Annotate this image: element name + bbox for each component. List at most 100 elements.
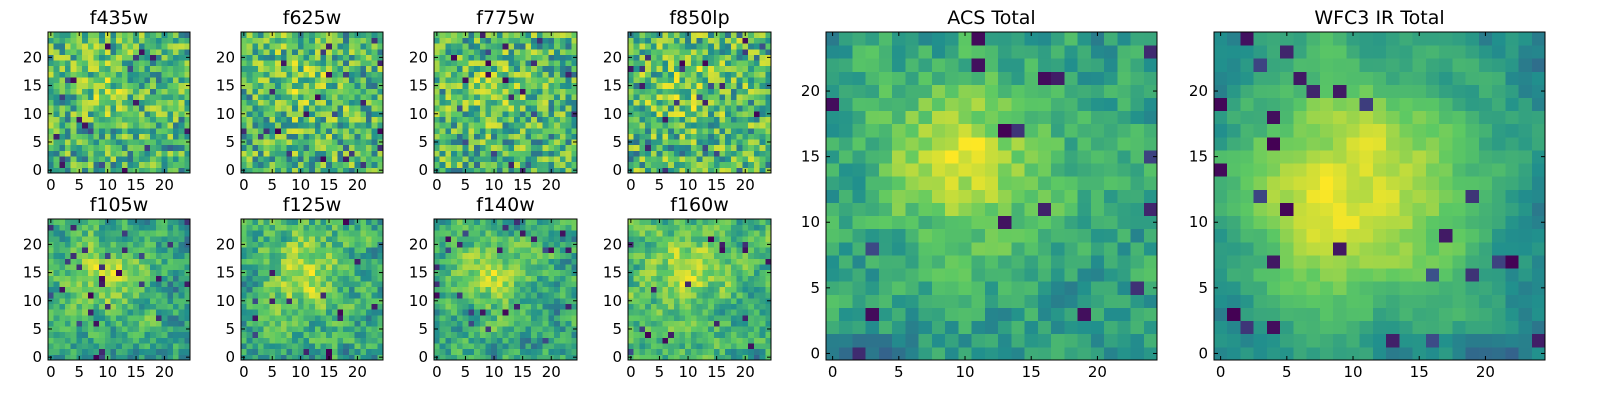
heatmap-cell [496, 337, 504, 344]
heatmap-cell [65, 314, 72, 321]
heatmap-cell [82, 167, 89, 174]
heatmap-cell [439, 286, 446, 293]
heatmap-cell [184, 60, 191, 67]
heatmap-cell [479, 320, 486, 327]
y-tick-label: 0 [418, 161, 428, 179]
heatmap-cell [87, 258, 94, 265]
heatmap-cell [110, 337, 117, 344]
heatmap-cell [59, 258, 66, 265]
heatmap-cell [748, 82, 755, 89]
heatmap-cell [155, 230, 162, 237]
heatmap-cell [314, 71, 321, 78]
heatmap-cell [252, 37, 259, 44]
heatmap-cell [548, 54, 555, 61]
heatmap-cell [639, 309, 646, 316]
heatmap-cell [48, 37, 55, 44]
heatmap-cell [759, 331, 766, 338]
heatmap-cell [161, 65, 168, 72]
heatmap-cell [275, 224, 282, 231]
heatmap-cell [297, 264, 304, 271]
heatmap-cell [53, 65, 60, 72]
heatmap-cell [48, 348, 55, 355]
heatmap-cell [371, 252, 378, 259]
heatmap-cell [542, 247, 549, 254]
heatmap-cell [104, 303, 111, 310]
heatmap-cell [736, 161, 743, 168]
heatmap-cell [258, 161, 265, 168]
heatmap-cell [725, 331, 732, 338]
heatmap-cell [309, 286, 316, 293]
heatmap-cell [337, 320, 344, 327]
heatmap-cell [451, 144, 458, 151]
heatmap-cell [76, 348, 83, 355]
heatmap-cell [508, 219, 515, 226]
heatmap-cell [76, 133, 83, 140]
heatmap-cell [275, 122, 282, 129]
heatmap-cell [434, 258, 441, 265]
x-tick-label: 0 [46, 176, 56, 194]
heatmap-cell [93, 348, 100, 355]
heatmap-cell [241, 264, 248, 271]
heatmap-cell [565, 37, 572, 44]
heatmap-cell [354, 247, 361, 254]
heatmap-cell [519, 224, 526, 231]
heatmap-cell [514, 77, 521, 84]
heatmap-cell [286, 348, 293, 355]
heatmap-cell [531, 258, 538, 265]
heatmap-cell [748, 94, 755, 101]
heatmap-cell [144, 156, 151, 163]
heatmap-cell [639, 314, 646, 321]
heatmap-cell [548, 348, 555, 355]
heatmap-cell [559, 43, 566, 50]
heatmap-cell [531, 252, 538, 259]
heatmap-cell [519, 275, 526, 282]
heatmap-cell [348, 241, 355, 248]
heatmap-cell [99, 133, 106, 140]
heatmap-cell [548, 303, 555, 310]
heatmap-cell [360, 37, 367, 44]
heatmap-cell [377, 258, 384, 265]
heatmap-cell [343, 88, 350, 95]
heatmap-cell [502, 161, 509, 168]
heatmap-cell [241, 94, 248, 101]
heatmap-cell [559, 320, 566, 327]
heatmap-cell [172, 264, 180, 271]
heatmap-cell [133, 252, 140, 259]
heatmap-cell [548, 286, 555, 293]
heatmap-cell [172, 110, 180, 117]
heatmap-cell [708, 77, 715, 84]
heatmap-cell [559, 127, 566, 134]
heatmap-cell [70, 110, 77, 117]
heatmap-cell [639, 127, 646, 134]
heatmap-cell [59, 314, 66, 321]
heatmap-cell [258, 65, 265, 72]
heatmap-cell [525, 348, 532, 355]
heatmap-cell [144, 343, 151, 350]
heatmap-cell [759, 167, 766, 174]
heatmap-cell [536, 82, 544, 89]
heatmap-cell [365, 281, 373, 288]
heatmap-cell [690, 167, 698, 174]
heatmap-cell [571, 150, 578, 157]
heatmap-cell [161, 144, 168, 151]
heatmap-cell [462, 331, 469, 338]
heatmap-cell [485, 241, 492, 248]
heatmap-cell [445, 99, 452, 106]
heatmap-cell [668, 331, 675, 338]
heatmap-cell [548, 65, 555, 72]
heatmap-cell [719, 326, 726, 333]
heatmap-cell [93, 77, 100, 84]
heatmap-cell [292, 309, 299, 316]
heatmap-cell [70, 77, 77, 84]
heatmap-cell [468, 127, 475, 134]
heatmap-cell [439, 314, 446, 321]
heatmap-cell [365, 230, 373, 237]
heatmap-cell [241, 292, 248, 299]
heatmap-cell [354, 99, 361, 106]
heatmap-cell [297, 116, 304, 123]
heatmap-cell [93, 105, 100, 112]
heatmap-cell [241, 309, 248, 316]
heatmap-cell [702, 309, 709, 316]
heatmap-cell [263, 309, 270, 316]
heatmap-cell [110, 247, 117, 254]
